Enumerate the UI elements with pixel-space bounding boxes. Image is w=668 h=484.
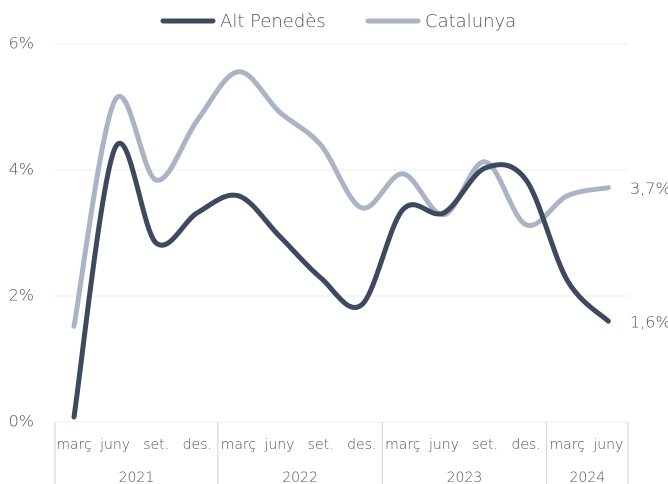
group-label: 2024: [570, 470, 606, 484]
x-tick-label: març: [550, 437, 585, 453]
group-label: 2023: [447, 470, 483, 484]
x-tick-label: juny: [99, 437, 130, 453]
legend-label: Alt Penedès: [220, 11, 326, 32]
y-tick-label: 4%: [9, 160, 34, 179]
x-tick-label: juny: [264, 437, 295, 453]
x-tick-label: set.: [143, 437, 169, 453]
value-label: 1,6%: [630, 313, 668, 332]
series-line: [71, 69, 611, 329]
group-label: 2021: [119, 470, 155, 484]
legend-label: Catalunya: [425, 11, 516, 32]
y-tick-label: 2%: [9, 286, 34, 305]
x-tick-label: des.: [183, 437, 212, 453]
x-tick-label: set.: [308, 437, 334, 453]
x-tick-label: des.: [511, 437, 540, 453]
x-tick-label: juny: [592, 437, 623, 453]
x-tick-label: març: [56, 437, 91, 453]
x-tick-label: juny: [428, 437, 459, 453]
x-tick-label: març: [385, 437, 420, 453]
x-tick-label: març: [221, 437, 256, 453]
x-tick-label: des.: [347, 437, 376, 453]
value-label: 3,7%: [630, 179, 668, 198]
series-line: [71, 141, 611, 420]
y-tick-label: 0%: [9, 412, 34, 431]
x-tick-label: set.: [472, 437, 498, 453]
y-tick-label: 6%: [9, 34, 34, 53]
group-label: 2022: [282, 470, 318, 484]
